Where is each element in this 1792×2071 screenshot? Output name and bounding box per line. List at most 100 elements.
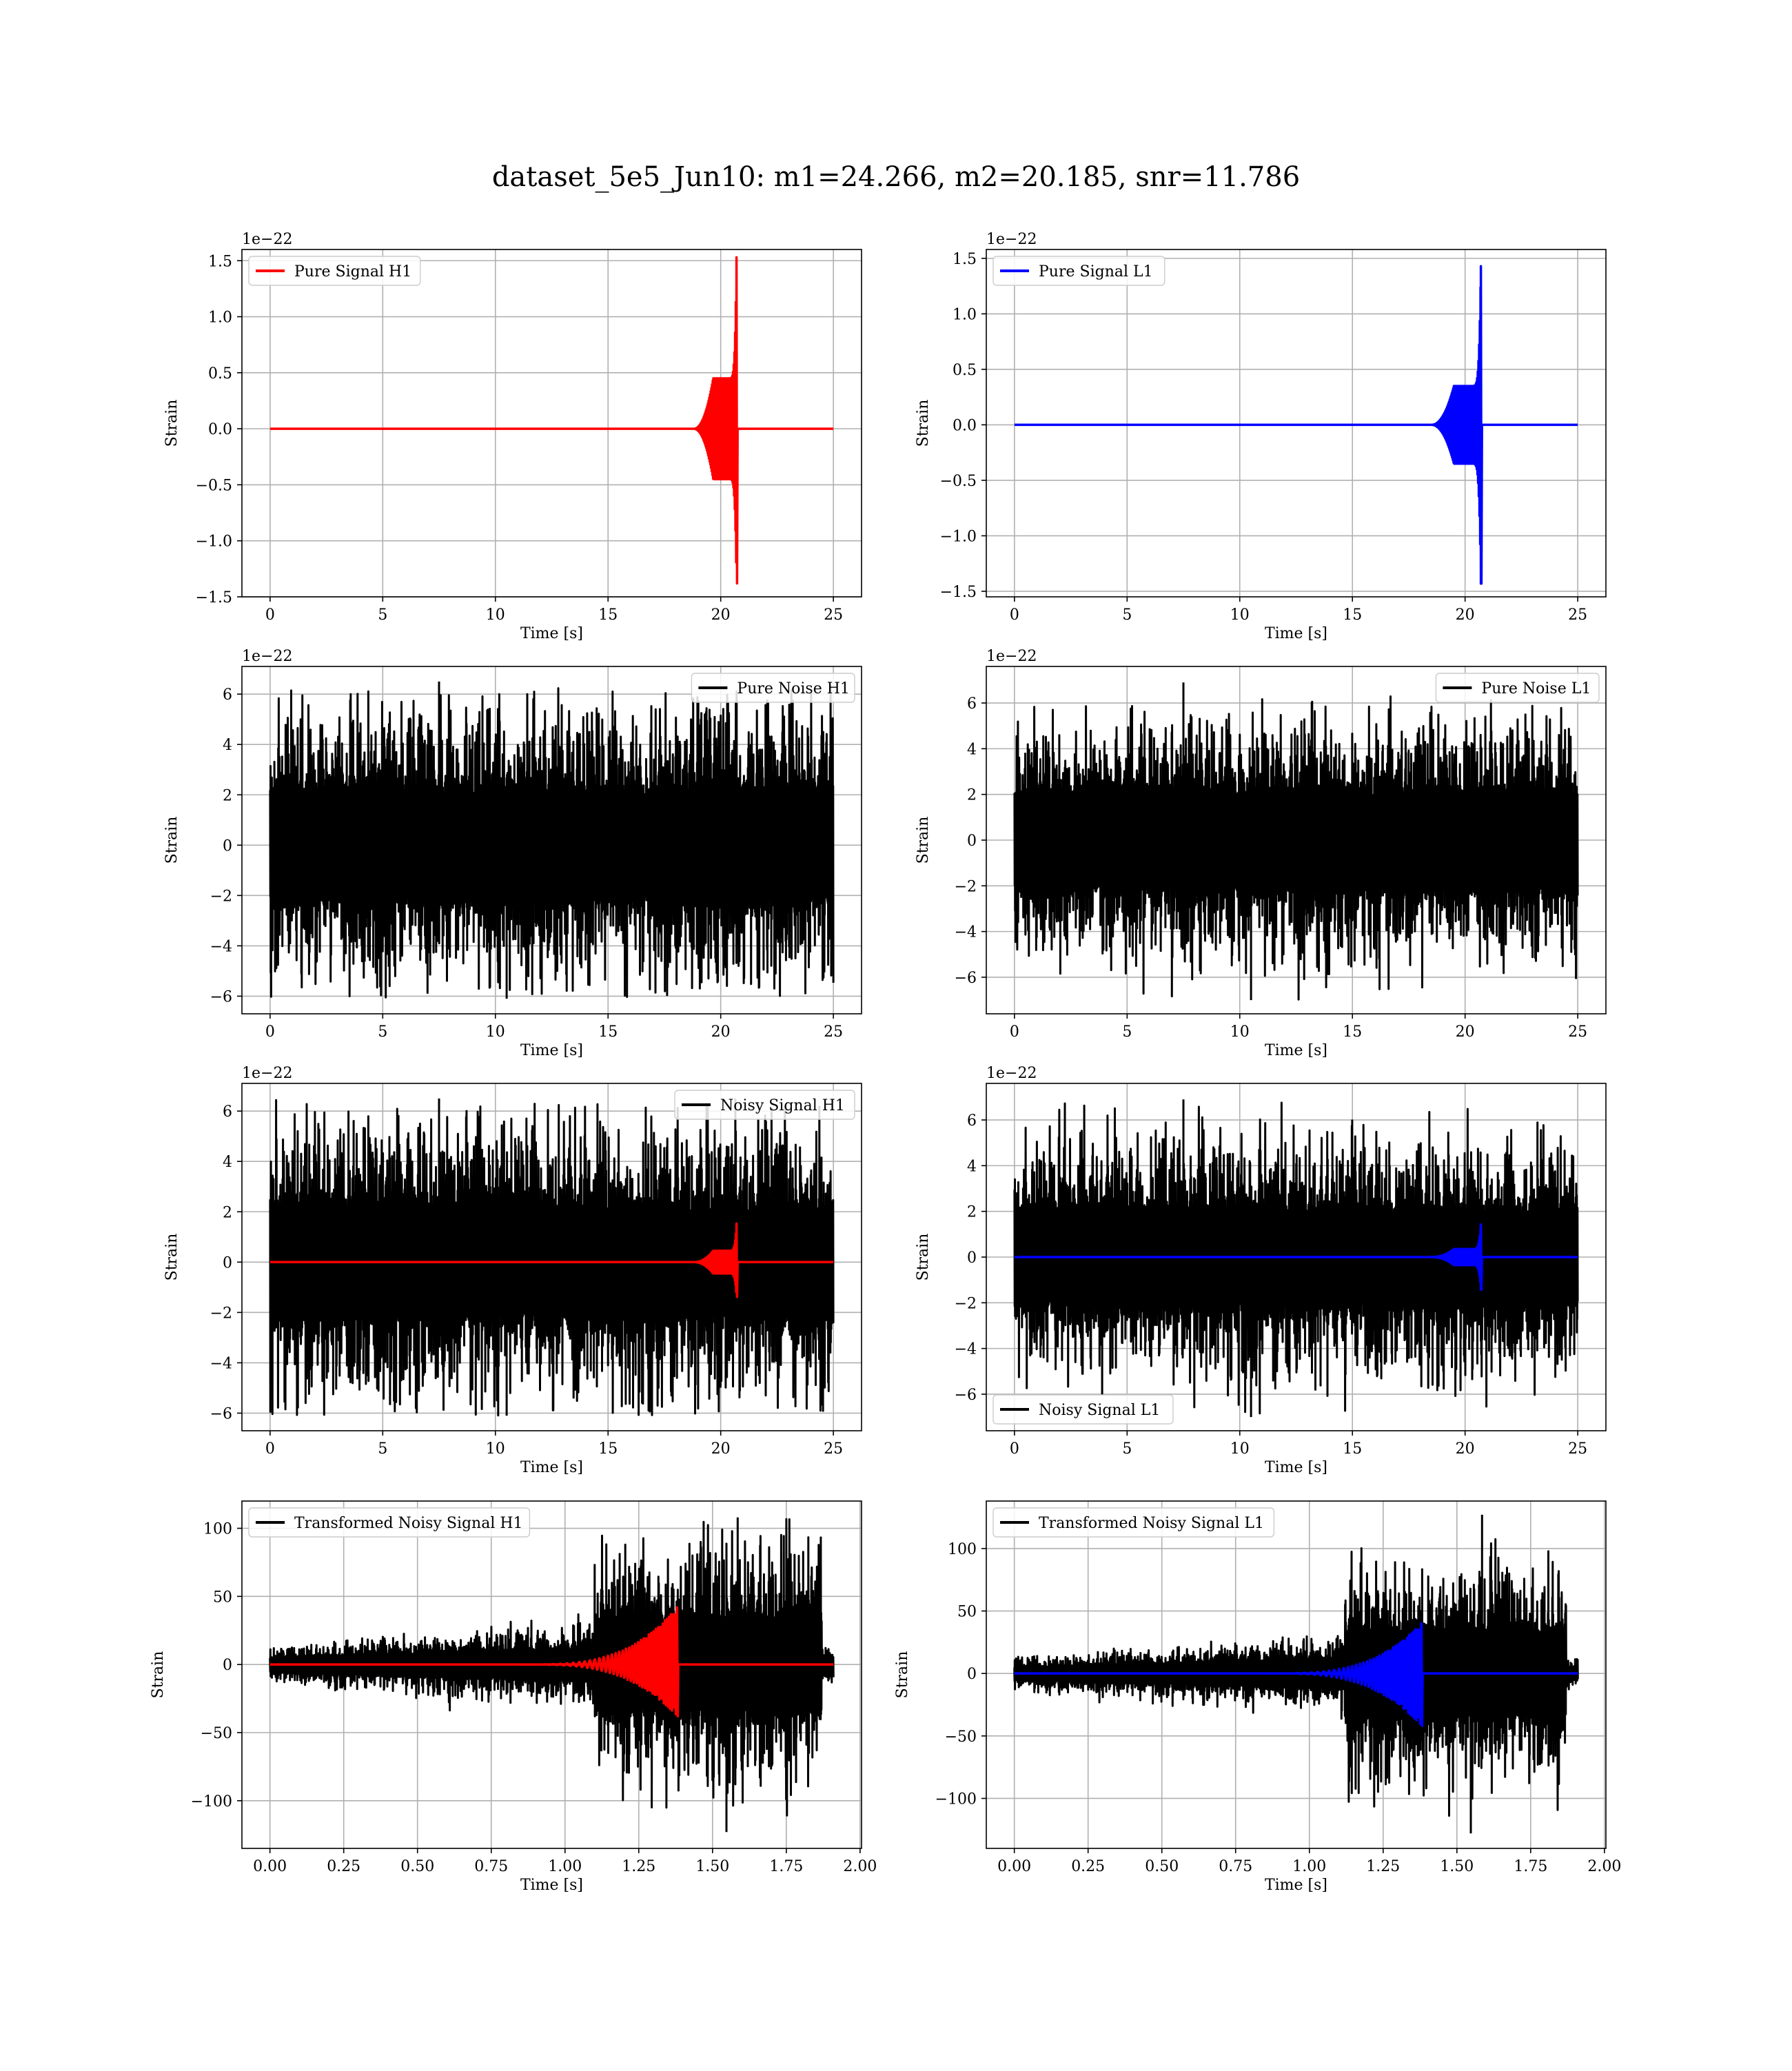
y-tick-label: 4	[223, 1154, 232, 1171]
y-tick-label: −6	[210, 988, 232, 1006]
x-axis-label: Time [s]	[520, 1877, 583, 1894]
y-tick-label: 0.5	[208, 365, 232, 382]
legend: Pure Noise H1	[691, 673, 855, 703]
y-tick-label: 4	[967, 1158, 977, 1175]
x-tick-label: 20	[1456, 1440, 1475, 1458]
y-tick-label: 50	[213, 1589, 232, 1606]
series-line-transformed-noisy-signal-l1-noise	[1013, 1514, 1579, 1834]
legend-label: Transformed Noisy Signal L1	[1039, 1515, 1264, 1532]
legend-label: Noisy Signal L1	[1039, 1402, 1160, 1419]
x-tick-label: 2.00	[843, 1858, 877, 1875]
x-tick-label: 15	[1343, 606, 1362, 624]
x-tick-label: 20	[711, 1023, 731, 1041]
y-tick-label: 0	[967, 1249, 977, 1267]
series-line-transformed-noisy-signal-h1-noise	[269, 1517, 835, 1833]
x-axis-label: Time [s]	[520, 1042, 583, 1059]
legend-frame	[992, 256, 1165, 286]
series-line-noisy-signal-l1-noise	[1013, 1099, 1579, 1418]
series-line-pure-signal-h1-signal	[269, 256, 834, 585]
x-tick-label: 5	[1122, 1023, 1132, 1041]
y-tick-label: 2	[223, 1204, 232, 1221]
series-line-noisy-signal-h1-signal	[269, 1222, 834, 1298]
x-tick-label: 0	[1010, 1440, 1019, 1458]
legend: Transformed Noisy Signal H1	[248, 1507, 531, 1538]
axes-frame	[986, 1500, 1607, 1849]
x-axis-label: Time [s]	[1265, 1459, 1327, 1476]
series-line-noisy-signal-h1-noise	[269, 1098, 835, 1417]
axes-frame	[241, 666, 862, 1014]
y-tick-label: 0.0	[953, 417, 977, 434]
legend-frame	[674, 1090, 855, 1120]
y-tick-label: 0	[223, 1254, 232, 1272]
y-tick-label: −6	[955, 1387, 977, 1404]
axes-pure-noise-l1: 0 5 10 15 20 25 −6 −4 −2 0 2 4 6 Time [s] Strain 1e−22 P…	[915, 648, 1607, 1059]
legend-frame	[1435, 673, 1600, 703]
x-tick-label: 15	[1343, 1440, 1362, 1458]
x-tick-label: 20	[1456, 1023, 1475, 1041]
x-tick-label: 10	[486, 606, 505, 624]
x-tick-label: 1.00	[1292, 1858, 1326, 1875]
y-axis-label: Strain	[915, 400, 932, 447]
y-tick-label: −4	[210, 1355, 232, 1372]
series-line-transformed-noisy-signal-l1-signal	[1014, 1622, 1578, 1728]
y-tick-label: −1.0	[196, 533, 232, 551]
x-tick-label: 25	[824, 1440, 843, 1458]
y-tick-label: −4	[955, 924, 977, 941]
y-tick-label: 1.5	[208, 253, 232, 270]
x-tick-label: 1.00	[548, 1858, 582, 1875]
x-tick-label: 15	[598, 1440, 618, 1458]
y-tick-label: 1.0	[208, 309, 232, 327]
x-tick-label: 25	[824, 606, 843, 624]
y-tick-label: −4	[210, 938, 232, 955]
y-axis-label: Strain	[163, 817, 181, 864]
x-tick-label: 0	[265, 1023, 275, 1041]
y-tick-label: 6	[967, 1112, 977, 1130]
y-tick-label: −2	[955, 1295, 977, 1312]
series-line-pure-signal-l1-signal	[1014, 265, 1578, 585]
y-tick-label: −6	[955, 970, 977, 987]
y-tick-label: 2	[967, 1204, 977, 1221]
x-axis-label: Time [s]	[520, 625, 583, 642]
axes-pure-noise-h1: 0 5 10 15 20 25 −6 −4 −2 0 2 4 6 Time [s] Strain 1e−22 P…	[163, 648, 862, 1059]
y-tick-label: 6	[223, 1103, 232, 1121]
x-tick-label: 20	[711, 1440, 731, 1458]
y-tick-label: −6	[210, 1405, 232, 1422]
x-tick-label: 1.50	[1440, 1858, 1474, 1875]
y-tick-label: −0.5	[940, 473, 977, 490]
x-tick-label: 1.75	[1514, 1858, 1547, 1875]
x-tick-label: 0.00	[253, 1858, 287, 1875]
series-line-pure-noise-l1-noise	[1013, 682, 1579, 1001]
y-tick-label: 0	[967, 1666, 977, 1683]
x-tick-label: 15	[598, 606, 618, 624]
y-tick-label: −4	[955, 1341, 977, 1358]
y-tick-label: 1.0	[953, 306, 977, 323]
y-axis-label: Strain	[915, 1234, 932, 1281]
x-tick-label: 0	[1010, 606, 1019, 624]
y-tick-label: −50	[201, 1725, 232, 1742]
x-tick-label: 10	[1230, 1023, 1250, 1041]
y-tick-label: 2	[223, 787, 232, 804]
y-tick-label: 6	[967, 695, 977, 713]
legend: Pure Noise L1	[1435, 673, 1600, 703]
x-tick-label: 5	[1122, 1440, 1132, 1458]
x-tick-label: 20	[711, 606, 731, 624]
x-tick-label: 25	[1568, 606, 1587, 624]
y-axis-label: Strain	[163, 400, 181, 447]
x-axis-label: Time [s]	[1265, 625, 1327, 642]
axes-transformed-noisy-signal-l1: 0.00 0.25 0.50 0.75 1.00 1.25 1.50 1.75 2.00 −100…	[894, 1500, 1621, 1894]
legend: Pure Signal H1	[248, 256, 421, 286]
y-tick-label: 0.0	[208, 421, 232, 438]
x-tick-label: 15	[598, 1023, 618, 1041]
y-axis-label: Strain	[915, 817, 932, 864]
legend-frame	[691, 673, 855, 703]
x-tick-label: 10	[1230, 1440, 1250, 1458]
x-tick-label: 10	[1230, 606, 1250, 624]
axes-pure-signal-h1: 0 5 10 15 20 25 −1.5 −1.0 −0.5 0.0 0.5 1.0 1.5 Time […	[163, 231, 862, 642]
y-tick-label: 4	[223, 737, 232, 754]
x-tick-label: 5	[378, 606, 387, 624]
y-tick-label: −1.5	[196, 589, 232, 606]
x-tick-label: 10	[486, 1440, 505, 1458]
x-axis-label: Time [s]	[1265, 1042, 1327, 1059]
